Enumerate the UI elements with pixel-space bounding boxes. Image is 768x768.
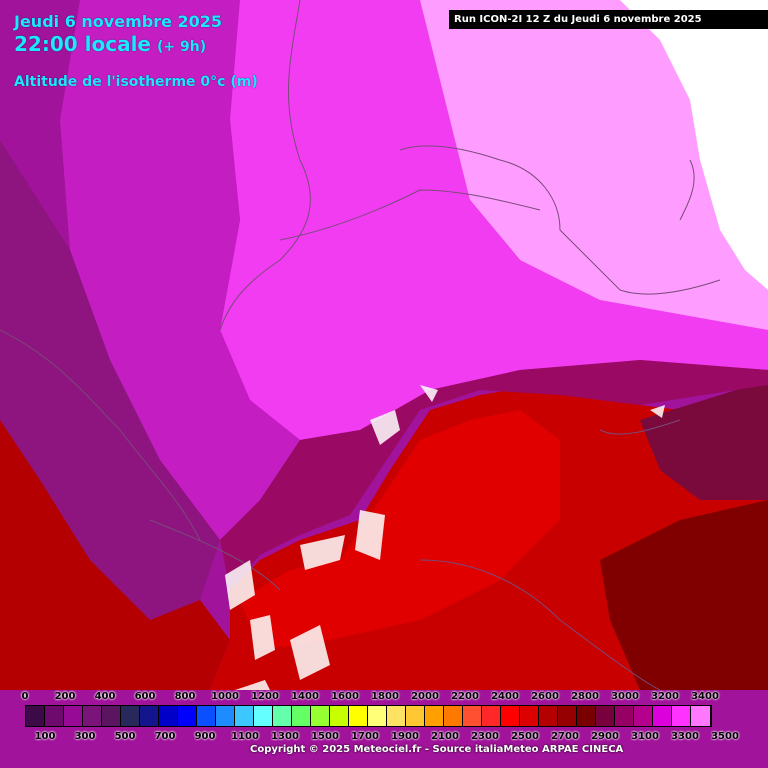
forecast-time-label: 22:00 locale	[14, 32, 151, 56]
legend-tick-label: 800	[174, 691, 196, 702]
legend-tick-label: 2700	[551, 731, 579, 742]
legend-swatch	[292, 706, 311, 726]
forecast-date: Jeudi 6 novembre 2025	[14, 12, 223, 31]
legend-swatch	[691, 706, 711, 726]
legend-swatch	[178, 706, 197, 726]
legend-tick-label: 1900	[391, 731, 419, 742]
legend-tick-label: 500	[114, 731, 136, 742]
legend-tick-label: 1600	[331, 691, 359, 702]
legend-swatch	[273, 706, 292, 726]
legend-swatch	[672, 706, 691, 726]
legend-swatch	[121, 706, 140, 726]
legend-tick-label: 1400	[291, 691, 319, 702]
legend-swatch	[615, 706, 634, 726]
legend-tick-label: 1300	[271, 731, 299, 742]
zone-3400-3500	[380, 0, 768, 330]
legend-swatch	[520, 706, 539, 726]
country-borders	[0, 0, 721, 691]
zone-3000-3100	[0, 140, 220, 620]
legend-swatch	[26, 706, 45, 726]
legend-tick-label: 100	[34, 731, 56, 742]
legend-tick-label: 1100	[231, 731, 259, 742]
zone-3200-3400	[220, 0, 768, 440]
zone-transition	[220, 360, 768, 590]
zone-3100-3200	[60, 0, 300, 540]
legend-tick-label: 3000	[611, 691, 639, 702]
legend-tick-label: 300	[74, 731, 96, 742]
legend-tick-label: 2100	[431, 731, 459, 742]
legend-swatch	[254, 706, 273, 726]
legend-swatch	[444, 706, 463, 726]
legend-swatch	[197, 706, 216, 726]
legend-tick-label: 1500	[311, 731, 339, 742]
color-legend	[25, 705, 712, 727]
zone-above-3500	[620, 0, 768, 290]
legend-tick-label: 3100	[631, 731, 659, 742]
forecast-offset: (+ 9h)	[157, 39, 207, 55]
legend-swatch	[64, 706, 83, 726]
zone-2900-3000-se	[600, 500, 768, 690]
legend-swatch	[159, 706, 178, 726]
legend-swatch	[501, 706, 520, 726]
copyright-text: Copyright © 2025 Meteociel.fr - Source i…	[250, 744, 624, 755]
legend-tick-label: 600	[134, 691, 156, 702]
run-banner: Run ICON-2I 12 Z du Jeudi 6 novembre 202…	[449, 10, 768, 29]
legend-tick-label: 3500	[711, 731, 739, 742]
legend-swatch	[311, 706, 330, 726]
legend-tick-label: 1000	[211, 691, 239, 702]
legend-tick-label: 1700	[351, 731, 379, 742]
legend-swatch	[482, 706, 501, 726]
legend-tick-label: 2000	[411, 691, 439, 702]
legend-tick-label: 1800	[371, 691, 399, 702]
legend-swatch	[330, 706, 349, 726]
legend-tick-label: 2500	[511, 731, 539, 742]
legend-swatch	[406, 706, 425, 726]
forecast-time: 22:00 locale (+ 9h)	[14, 32, 206, 56]
legend-tick-label: 700	[154, 731, 176, 742]
legend-swatch	[577, 706, 596, 726]
legend-swatch	[387, 706, 406, 726]
zone-3000-3100-e	[640, 380, 768, 500]
legend-swatch	[425, 706, 444, 726]
legend-swatch	[140, 706, 159, 726]
legend-swatch	[558, 706, 577, 726]
legend-swatch	[539, 706, 558, 726]
legend-tick-label: 3400	[691, 691, 719, 702]
legend-swatch	[235, 706, 254, 726]
legend-tick-label: 900	[194, 731, 216, 742]
legend-swatch	[596, 706, 615, 726]
legend-tick-label: 3300	[671, 731, 699, 742]
legend-tick-label: 2800	[571, 691, 599, 702]
legend-swatch	[216, 706, 235, 726]
legend-tick-label: 400	[94, 691, 116, 702]
legend-tick-label: 200	[54, 691, 76, 702]
legend-swatch	[653, 706, 672, 726]
legend-tick-label: 3200	[651, 691, 679, 702]
zone-2700-2900-sw	[0, 420, 230, 690]
legend-swatch	[102, 706, 121, 726]
legend-tick-label: 1200	[251, 691, 279, 702]
legend-tick-label: 2900	[591, 731, 619, 742]
parameter-title: Altitude de l'isotherme 0°c (m)	[14, 74, 258, 90]
legend-swatch	[463, 706, 482, 726]
legend-tick-label: 2400	[491, 691, 519, 702]
legend-swatch	[634, 706, 653, 726]
legend-swatch	[83, 706, 102, 726]
legend-tick-label: 2200	[451, 691, 479, 702]
legend-tick-label: 2600	[531, 691, 559, 702]
legend-swatch	[45, 706, 64, 726]
zone-2500-2700	[240, 410, 560, 650]
legend-tick-label: 0	[21, 691, 29, 702]
legend-tick-label: 2300	[471, 731, 499, 742]
hatched-areas	[225, 385, 665, 690]
legend-swatch	[368, 706, 387, 726]
legend-swatch	[349, 706, 368, 726]
